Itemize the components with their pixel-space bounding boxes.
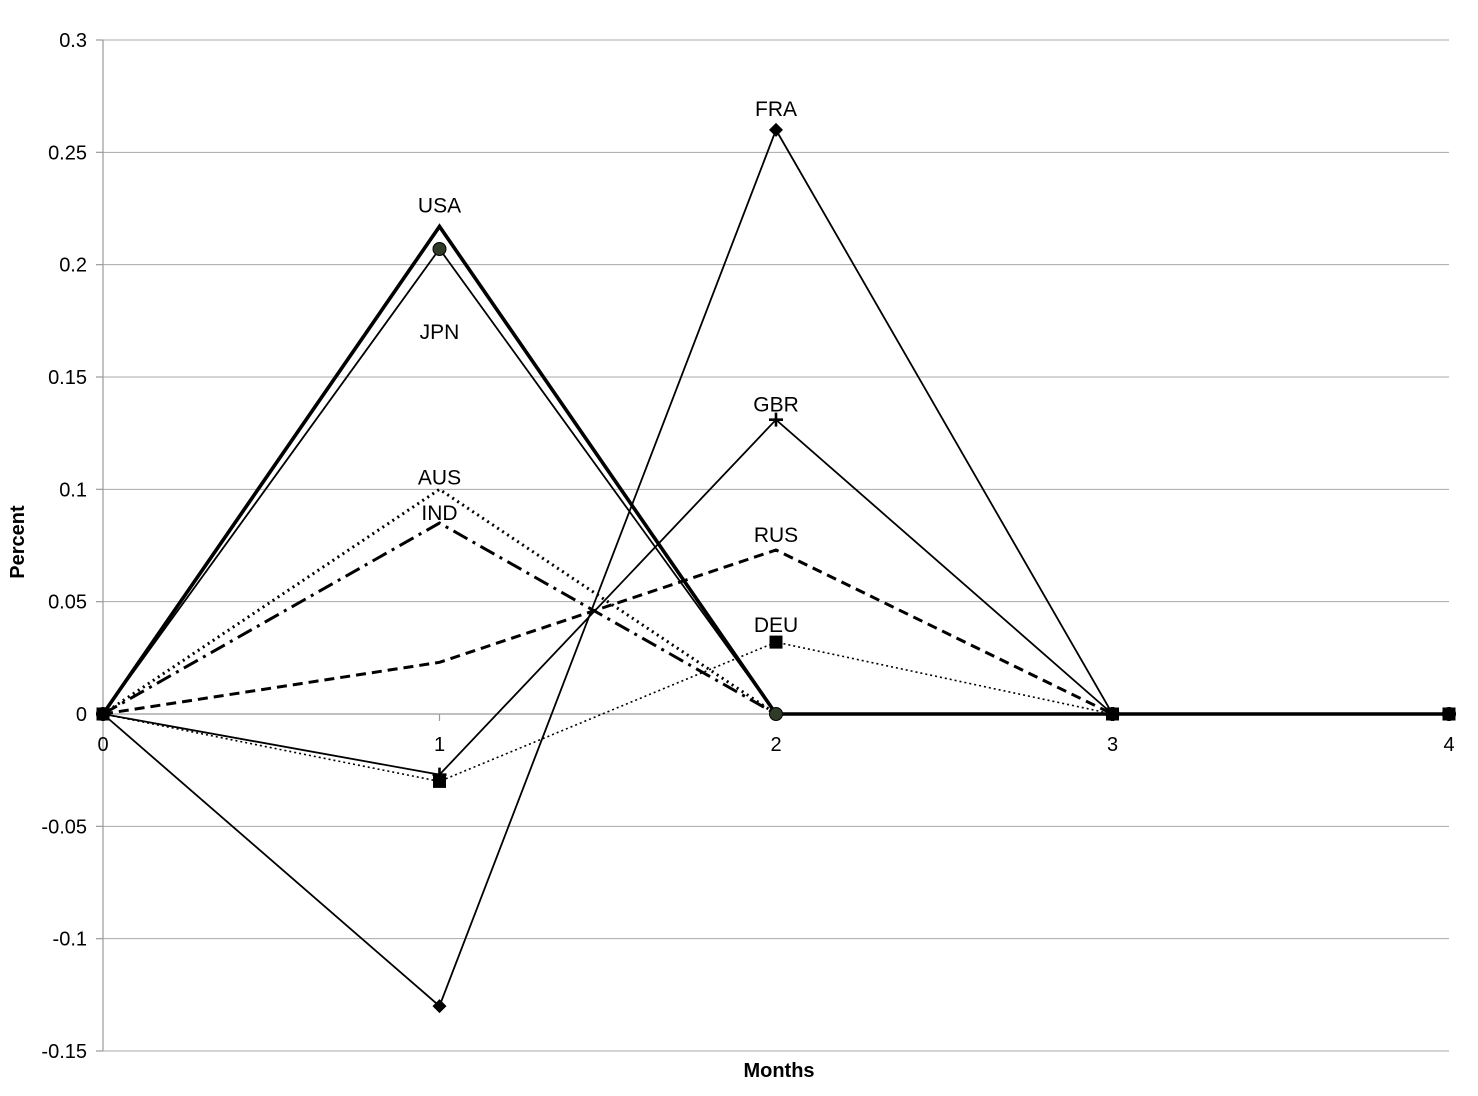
series-label-ind: IND — [421, 502, 457, 525]
x-tick-label: 1 — [434, 734, 445, 756]
marker-jpn — [432, 241, 447, 256]
y-tick-label: 0.2 — [59, 255, 87, 277]
series-lines — [101, 127, 1449, 1008]
marker-fra — [769, 122, 783, 137]
series-label-aus: AUS — [418, 466, 461, 489]
x-tick-label: 3 — [1107, 734, 1118, 756]
series-label-usa: USA — [418, 194, 461, 217]
x-tick-label: 0 — [97, 734, 108, 756]
series-label-jpn: JPN — [420, 321, 460, 344]
y-tick-label: -0.1 — [53, 929, 87, 951]
y-tick-labels: 0.3 0.25 0.2 0.15 0.1 0.05 0 -0.05 -0.1 -0.15 — [41, 30, 87, 1063]
y-tick-label: -0.15 — [41, 1041, 87, 1063]
y-tick-label: 0 — [76, 704, 87, 726]
series-line-ind — [102, 521, 1449, 716]
marker-deu — [433, 774, 446, 788]
y-tick-label: 0.1 — [59, 479, 87, 501]
x-axis-title: Months — [743, 1060, 814, 1082]
series-label-rus: RUS — [754, 524, 798, 547]
series-label-gbr: GBR — [753, 394, 799, 417]
series-markers — [96, 122, 1456, 1014]
x-tick-label: 4 — [1443, 734, 1454, 756]
y-tick-label: 0.25 — [48, 142, 87, 164]
x-tick-label: 2 — [770, 734, 781, 756]
marker-deu — [769, 635, 783, 649]
y-tick-label: 0.05 — [48, 592, 87, 614]
marker-deu — [96, 707, 110, 721]
y-tick-label: 0.3 — [59, 30, 87, 52]
marker-deu — [1442, 707, 1456, 721]
series-line-gbr — [102, 418, 1449, 776]
marker-fra — [432, 999, 447, 1014]
y-axis-title: Percent — [7, 505, 29, 579]
series-line-fra — [102, 127, 1449, 1008]
marker-deu — [1106, 707, 1119, 721]
series-label-deu: DEU — [754, 614, 798, 637]
marker-jpn — [769, 707, 783, 721]
y-tick-label: 0.15 — [48, 367, 87, 389]
marker-gbr — [769, 412, 783, 427]
y-tick-label: -0.05 — [41, 816, 87, 838]
series-labels: USA JPN FRA GBR AUS IND RUS DEU — [418, 98, 799, 637]
series-line-rus — [102, 548, 1449, 716]
series-label-fra: FRA — [755, 98, 797, 121]
